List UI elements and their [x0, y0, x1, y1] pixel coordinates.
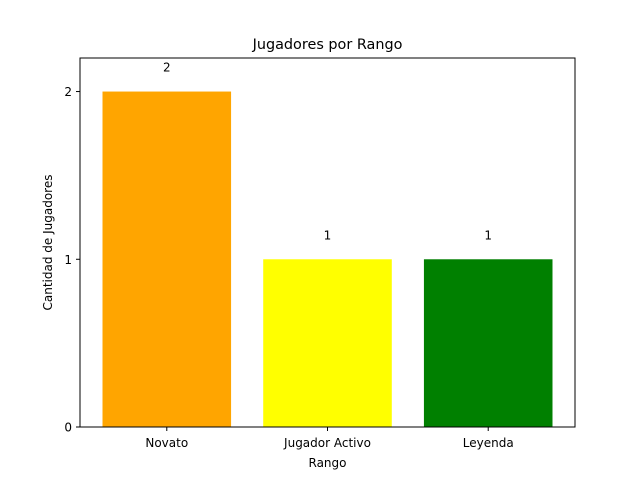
bar-novato	[102, 91, 232, 427]
x-axis-ticks: Novato Jugador Activo Leyenda	[145, 427, 514, 450]
plot-frame	[79, 57, 576, 428]
bars-layer	[102, 91, 553, 427]
data-label: 1	[324, 228, 332, 242]
bar-leyenda	[423, 259, 553, 427]
data-labels-layer: 2 1 1	[163, 61, 492, 243]
y-tick-label: 0	[64, 421, 72, 435]
bar-jugador-activo	[263, 259, 392, 427]
y-tick-label: 2	[64, 85, 72, 99]
chart-title: Jugadores por Rango	[252, 37, 403, 53]
data-label: 2	[163, 61, 171, 75]
x-tick-label: Jugador Activo	[283, 436, 371, 450]
y-axis-label: Cantidad de Jugadores	[41, 175, 55, 311]
y-tick-label: 1	[64, 253, 72, 267]
y-axis-ticks: 0 1 2	[64, 85, 80, 435]
x-tick-label: Novato	[145, 436, 188, 450]
data-label: 1	[484, 228, 492, 242]
x-axis-label: Rango	[309, 456, 347, 470]
x-tick-label: Leyenda	[463, 436, 514, 450]
